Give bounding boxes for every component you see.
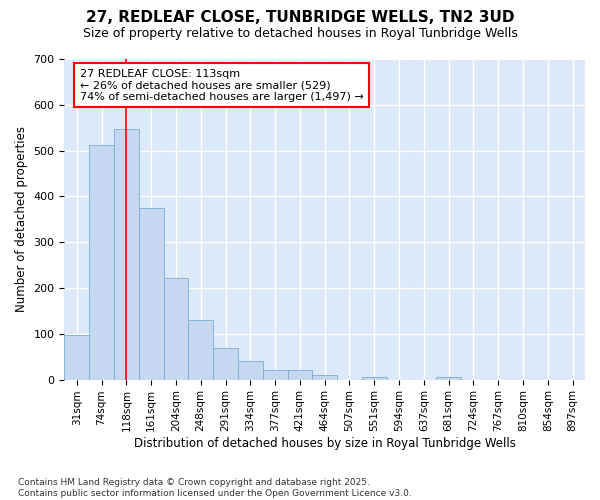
Bar	[313, 375, 337, 380]
Text: 27 REDLEAF CLOSE: 113sqm
← 26% of detached houses are smaller (529)
74% of semi-: 27 REDLEAF CLOSE: 113sqm ← 26% of detach…	[80, 68, 364, 102]
Bar	[164, 278, 188, 380]
X-axis label: Distribution of detached houses by size in Royal Tunbridge Wells: Distribution of detached houses by size …	[134, 437, 515, 450]
Bar	[64, 334, 89, 380]
Text: Contains HM Land Registry data © Crown copyright and database right 2025.
Contai: Contains HM Land Registry data © Crown c…	[18, 478, 412, 498]
Bar	[89, 144, 114, 380]
Bar	[213, 348, 238, 380]
Text: Size of property relative to detached houses in Royal Tunbridge Wells: Size of property relative to detached ho…	[83, 28, 517, 40]
Bar	[114, 129, 139, 380]
Y-axis label: Number of detached properties: Number of detached properties	[15, 126, 28, 312]
Bar	[263, 370, 287, 380]
Bar	[436, 378, 461, 380]
Bar	[287, 370, 313, 380]
Bar	[188, 320, 213, 380]
Bar	[362, 378, 386, 380]
Bar	[238, 362, 263, 380]
Text: 27, REDLEAF CLOSE, TUNBRIDGE WELLS, TN2 3UD: 27, REDLEAF CLOSE, TUNBRIDGE WELLS, TN2 …	[86, 10, 514, 25]
Bar	[139, 208, 164, 380]
